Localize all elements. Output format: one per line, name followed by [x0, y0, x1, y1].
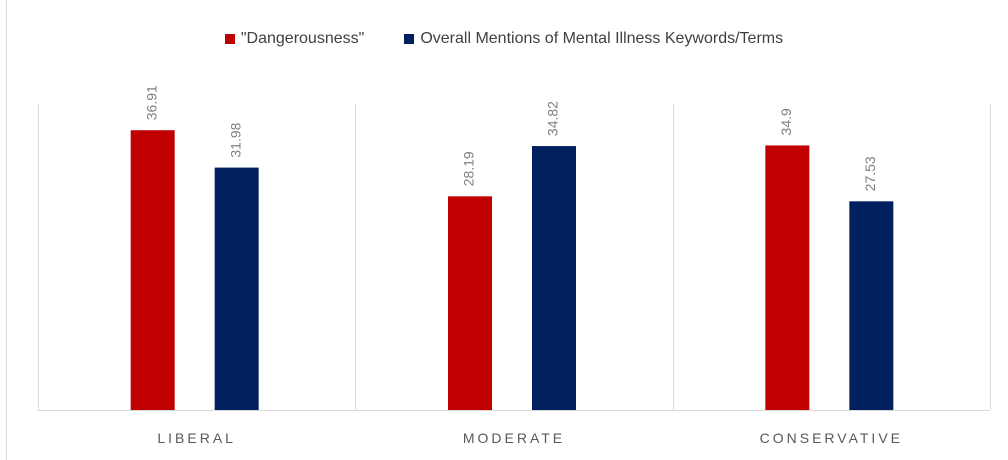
bar-dangerousness — [765, 145, 810, 410]
bar-dangerousness — [448, 196, 492, 410]
category-label: CONSERVATIVE — [760, 430, 903, 446]
bar-dangerousness — [130, 130, 175, 410]
data-label: 34.9 — [778, 108, 794, 135]
category-label: LIBERAL — [157, 430, 236, 446]
legend-swatch-dangerousness — [224, 34, 235, 44]
legend-item-overall-mentions: Overall Mentions of Mental Illness Keywo… — [404, 30, 783, 48]
category-label: MODERATE — [463, 430, 565, 446]
data-label: 28.19 — [461, 151, 477, 186]
chart-left-border — [6, 0, 7, 460]
data-label: 34.82 — [545, 101, 561, 136]
data-label: 27.53 — [862, 156, 878, 191]
data-label: 36.91 — [143, 85, 159, 120]
legend-label-dangerousness: "Dangerousness" — [240, 30, 365, 47]
bar-overall-mentions — [532, 146, 576, 411]
legend-swatch-overall-mentions — [404, 34, 415, 44]
bar-overall-mentions — [214, 167, 259, 410]
bar-overall-mentions — [849, 201, 894, 410]
legend-label-overall-mentions: Overall Mentions of Mental Illness Keywo… — [420, 30, 784, 47]
legend-item-dangerousness: "Dangerousness" — [224, 30, 365, 48]
legend: "Dangerousness" Overall Mentions of Ment… — [0, 30, 1008, 48]
data-label: 31.98 — [227, 122, 243, 157]
